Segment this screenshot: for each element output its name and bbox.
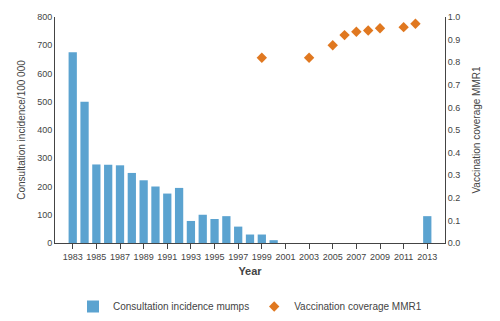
svg-text:0.8: 0.8 bbox=[448, 57, 461, 67]
svg-text:1999: 1999 bbox=[252, 252, 272, 262]
svg-text:2007: 2007 bbox=[346, 252, 366, 262]
svg-text:2001: 2001 bbox=[275, 252, 295, 262]
svg-text:700: 700 bbox=[37, 40, 52, 50]
svg-text:1991: 1991 bbox=[157, 252, 177, 262]
svg-text:2009: 2009 bbox=[370, 252, 390, 262]
svg-text:Consultation incidence/100 000: Consultation incidence/100 000 bbox=[16, 60, 27, 200]
svg-text:1989: 1989 bbox=[134, 252, 154, 262]
svg-text:100: 100 bbox=[37, 210, 52, 220]
svg-text:Consultation incidence mumps: Consultation incidence mumps bbox=[113, 301, 249, 312]
svg-text:1993: 1993 bbox=[181, 252, 201, 262]
svg-text:0.0: 0.0 bbox=[448, 238, 461, 248]
svg-text:0.5: 0.5 bbox=[448, 125, 461, 135]
svg-text:0.9: 0.9 bbox=[448, 35, 461, 45]
svg-text:1997: 1997 bbox=[228, 252, 248, 262]
svg-text:2011: 2011 bbox=[394, 252, 413, 262]
svg-text:600: 600 bbox=[37, 69, 52, 79]
svg-text:1983: 1983 bbox=[63, 252, 83, 262]
svg-text:300: 300 bbox=[37, 153, 52, 163]
svg-text:1.0: 1.0 bbox=[448, 12, 461, 22]
svg-text:0.3: 0.3 bbox=[448, 170, 461, 180]
svg-text:Vaccination coverage MMR1: Vaccination coverage MMR1 bbox=[471, 66, 482, 194]
svg-text:0.6: 0.6 bbox=[448, 103, 461, 113]
svg-text:0: 0 bbox=[47, 238, 52, 248]
svg-text:500: 500 bbox=[37, 97, 52, 107]
svg-text:Year: Year bbox=[238, 265, 262, 277]
svg-text:0.4: 0.4 bbox=[448, 148, 461, 158]
svg-text:2005: 2005 bbox=[323, 252, 343, 262]
svg-text:400: 400 bbox=[37, 125, 52, 135]
svg-text:1995: 1995 bbox=[205, 252, 225, 262]
svg-text:2003: 2003 bbox=[299, 252, 319, 262]
svg-text:Vaccination coverage MMR1: Vaccination coverage MMR1 bbox=[294, 301, 422, 312]
svg-text:1985: 1985 bbox=[86, 252, 106, 262]
svg-text:0.7: 0.7 bbox=[448, 80, 461, 90]
svg-text:2013: 2013 bbox=[417, 252, 437, 262]
svg-text:200: 200 bbox=[37, 182, 52, 192]
svg-text:0.1: 0.1 bbox=[448, 216, 461, 226]
svg-text:800: 800 bbox=[37, 12, 52, 22]
svg-text:0.2: 0.2 bbox=[448, 193, 461, 203]
svg-text:1987: 1987 bbox=[110, 252, 130, 262]
